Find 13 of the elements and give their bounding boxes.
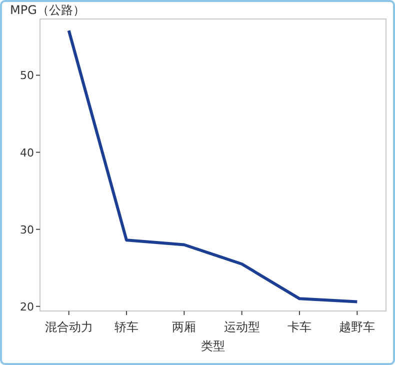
y-tick-label: 50 bbox=[20, 69, 34, 82]
y-tick-label: 20 bbox=[20, 300, 34, 314]
line-series bbox=[67, 29, 359, 304]
y-tick-label: 40 bbox=[20, 146, 34, 160]
x-tick-label: 混合动力 bbox=[44, 320, 93, 334]
x-tick-label: 两厢 bbox=[172, 320, 196, 334]
x-tick-label: 运动型 bbox=[224, 320, 260, 334]
y-tick-label: 30 bbox=[20, 223, 34, 236]
y-axis-title: MPG（公路） bbox=[10, 3, 85, 17]
x-axis-title: 类型 bbox=[201, 339, 225, 353]
x-tick-label: 越野车 bbox=[339, 320, 376, 334]
x-tick-label: 轿车 bbox=[114, 320, 138, 334]
x-tick-label: 卡车 bbox=[288, 320, 312, 334]
